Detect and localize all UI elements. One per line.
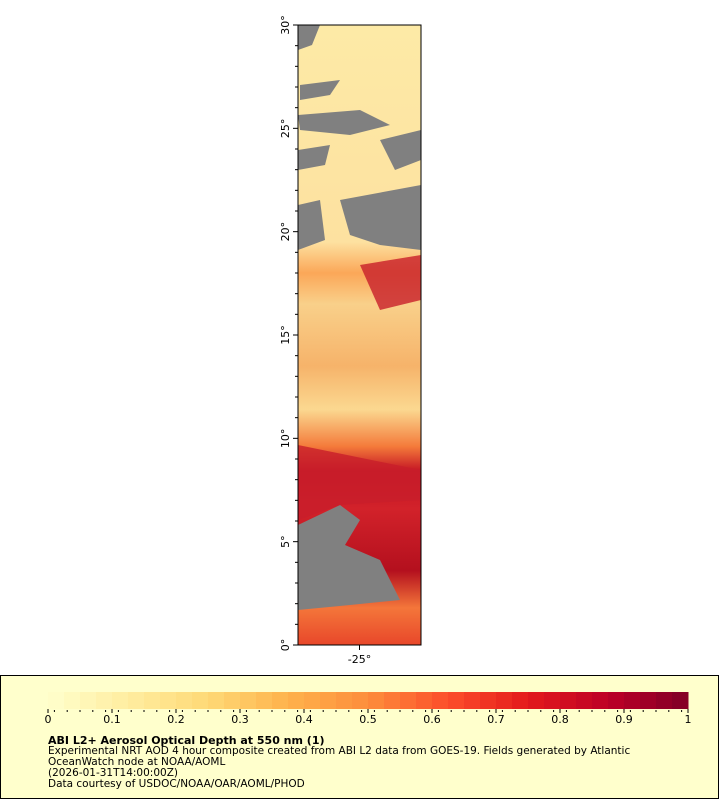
colorbar-step <box>672 692 689 709</box>
colorbar-step <box>192 692 209 709</box>
colorbar-tick-label: 0.4 <box>295 713 313 726</box>
colorbar-step <box>176 692 193 709</box>
lat-label: 10° <box>279 429 292 449</box>
colorbar-step <box>112 692 129 709</box>
colorbar-step <box>240 692 257 709</box>
map <box>297 24 422 646</box>
legend-line: OceanWatch node at NOAA/AOML <box>48 756 225 768</box>
colorbar-step <box>656 692 673 709</box>
colorbar-step <box>592 692 609 709</box>
lat-label: 25° <box>279 119 292 139</box>
colorbar-step <box>544 692 561 709</box>
colorbar-step <box>144 692 161 709</box>
colorbar-step <box>576 692 593 709</box>
colorbar-tick-label: 0.6 <box>423 713 441 726</box>
colorbar-step <box>512 692 529 709</box>
colorbar-step <box>400 692 417 709</box>
colorbar-tick-label: 0.9 <box>615 713 633 726</box>
legend: 0 0.1 0.2 0.3 0.4 0.5 0.6 0.7 0.8 0.9 1 ABI L2+ Ae… <box>0 675 719 799</box>
colorbar-step <box>384 692 401 709</box>
legend-line: (2026-01-31T14:00:00Z) <box>48 767 178 779</box>
colorbar-step <box>336 692 353 709</box>
colorbar-step <box>496 692 513 709</box>
colorbar-step <box>640 692 657 709</box>
colorbar-tick-label: 0.3 <box>231 713 249 726</box>
axes: 0° 5° 10° 15° 20° 25° 30° -25° <box>279 15 371 666</box>
colorbar-tick-label: 0.1 <box>103 713 121 726</box>
lat-label: 30° <box>279 15 292 35</box>
legend-title: ABI L2+ Aerosol Optical Depth at 550 nm … <box>48 734 325 747</box>
colorbar-step <box>64 692 81 709</box>
lat-label: 20° <box>279 222 292 242</box>
colorbar-step <box>208 692 225 709</box>
colorbar-tick-label: 0.7 <box>487 713 505 726</box>
colorbar-tick-label: 0 <box>45 713 52 726</box>
high-aod-patches <box>298 255 421 520</box>
colorbar-step <box>288 692 305 709</box>
colorbar-step <box>368 692 385 709</box>
colorbar-step <box>272 692 289 709</box>
colorbar-step <box>96 692 113 709</box>
colorbar-step <box>256 692 273 709</box>
colorbar-tick-label: 0.5 <box>359 713 377 726</box>
colorbar-step <box>480 692 497 709</box>
lat-label: 0° <box>279 639 292 652</box>
no-data-areas <box>298 25 421 610</box>
lat-label: 5° <box>279 535 292 548</box>
colorbar-step <box>464 692 481 709</box>
colorbar-step <box>320 692 337 709</box>
colorbar-tick-label: 0.2 <box>167 713 185 726</box>
lon-label: -25° <box>348 653 371 666</box>
colorbar-step <box>624 692 641 709</box>
colorbar-step <box>304 692 321 709</box>
colorbar-step <box>48 692 65 709</box>
colorbar: 0 0.1 0.2 0.3 0.4 0.5 0.6 0.7 0.8 0.9 1 <box>45 692 692 726</box>
legend-line: Experimental NRT AOD 4 hour composite cr… <box>48 745 630 757</box>
colorbar-step <box>608 692 625 709</box>
colorbar-step <box>160 692 177 709</box>
colorbar-tick-label: 1 <box>685 713 692 726</box>
colorbar-step <box>528 692 545 709</box>
colorbar-step <box>224 692 241 709</box>
colorbar-step <box>448 692 465 709</box>
colorbar-step <box>432 692 449 709</box>
colorbar-step <box>416 692 433 709</box>
colorbar-step <box>80 692 97 709</box>
colorbar-step <box>352 692 369 709</box>
lat-label: 15° <box>279 325 292 345</box>
colorbar-tick-label: 0.8 <box>551 713 569 726</box>
colorbar-step <box>560 692 577 709</box>
legend-line: Data courtesy of USDOC/NOAA/OAR/AOML/PHO… <box>48 778 305 790</box>
colorbar-step <box>128 692 145 709</box>
